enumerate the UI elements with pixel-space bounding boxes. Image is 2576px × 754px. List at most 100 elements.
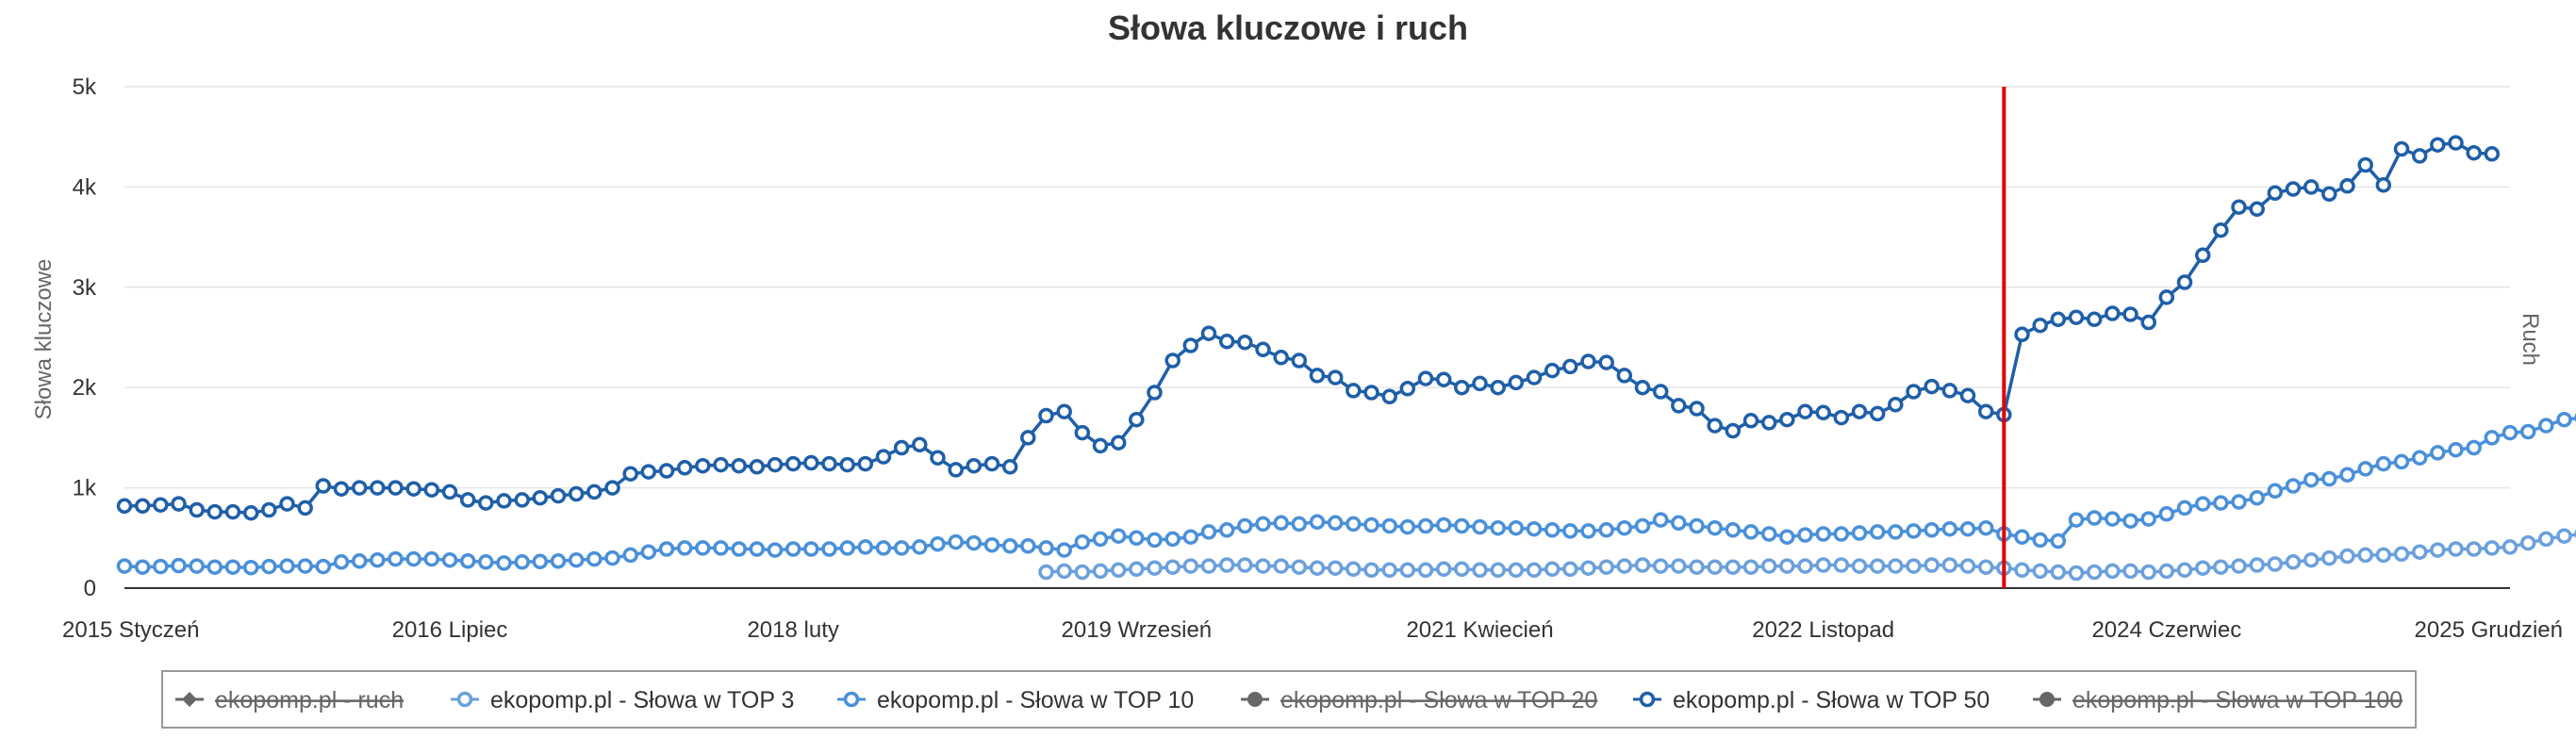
- data-point[interactable]: [1689, 401, 1705, 417]
- data-point[interactable]: [1056, 542, 1072, 558]
- data-point[interactable]: [1129, 411, 1145, 428]
- data-point[interactable]: [2484, 540, 2501, 556]
- data-point[interactable]: [2194, 560, 2211, 576]
- data-point[interactable]: [1435, 561, 1452, 578]
- data-point[interactable]: [2519, 534, 2536, 551]
- data-point[interactable]: [116, 498, 133, 515]
- data-point[interactable]: [116, 558, 133, 574]
- data-point[interactable]: [1888, 524, 1904, 540]
- data-point[interactable]: [1309, 514, 1326, 531]
- data-point[interactable]: [1652, 558, 1669, 574]
- data-point[interactable]: [1544, 561, 1560, 578]
- data-point[interactable]: [2430, 445, 2446, 461]
- data-point[interactable]: [1218, 334, 1235, 350]
- data-point[interactable]: [875, 449, 892, 465]
- data-point[interactable]: [2375, 177, 2392, 193]
- data-point[interactable]: [153, 497, 169, 513]
- data-point[interactable]: [1833, 557, 1850, 573]
- data-point[interactable]: [1580, 353, 1596, 369]
- data-point[interactable]: [1164, 352, 1181, 369]
- data-point[interactable]: [261, 558, 277, 575]
- data-point[interactable]: [1399, 381, 1416, 397]
- data-point[interactable]: [2122, 563, 2138, 580]
- data-point[interactable]: [930, 450, 946, 466]
- data-point[interactable]: [441, 484, 458, 500]
- data-point[interactable]: [2122, 513, 2138, 529]
- data-point[interactable]: [1888, 558, 1904, 574]
- data-point[interactable]: [2411, 148, 2428, 164]
- data-point[interactable]: [134, 498, 151, 515]
- data-point[interactable]: [1544, 362, 1560, 379]
- data-point[interactable]: [1742, 413, 1759, 429]
- data-point[interactable]: [1092, 531, 1109, 548]
- data-point[interactable]: [1598, 354, 1614, 370]
- data-point[interactable]: [189, 558, 205, 574]
- data-point[interactable]: [405, 481, 421, 497]
- data-point[interactable]: [1725, 522, 1742, 538]
- data-point[interactable]: [1924, 378, 1940, 395]
- data-point[interactable]: [2556, 411, 2572, 428]
- data-point[interactable]: [1472, 375, 1488, 392]
- data-point[interactable]: [1941, 383, 1958, 399]
- data-point[interactable]: [2249, 489, 2265, 506]
- data-point[interactable]: [2339, 467, 2355, 484]
- data-point[interactable]: [1129, 530, 1145, 547]
- data-point[interactable]: [604, 549, 620, 566]
- data-point[interactable]: [1020, 430, 1036, 446]
- data-point[interactable]: [1346, 561, 1362, 578]
- data-point[interactable]: [2105, 511, 2121, 527]
- data-point[interactable]: [2484, 146, 2501, 162]
- data-point[interactable]: [1255, 558, 1271, 574]
- data-point[interactable]: [2448, 135, 2464, 151]
- data-point[interactable]: [1147, 560, 1163, 576]
- data-point[interactable]: [496, 493, 512, 509]
- data-point[interactable]: [1381, 562, 1397, 579]
- data-point[interactable]: [1508, 562, 1525, 579]
- data-point[interactable]: [2285, 181, 2302, 197]
- data-point[interactable]: [1598, 522, 1614, 538]
- data-point[interactable]: [2140, 511, 2156, 527]
- data-point[interactable]: [1851, 558, 1868, 574]
- legend-item[interactable]: ekopomp.pl - ruch: [175, 687, 404, 713]
- data-point[interactable]: [893, 439, 910, 456]
- data-point[interactable]: [2086, 564, 2103, 581]
- data-point[interactable]: [1092, 563, 1109, 580]
- data-point[interactable]: [1490, 562, 1506, 579]
- data-point[interactable]: [1363, 385, 1379, 401]
- data-point[interactable]: [2357, 547, 2373, 564]
- data-point[interactable]: [1833, 526, 1850, 542]
- data-point[interactable]: [315, 558, 332, 575]
- data-point[interactable]: [1742, 559, 1759, 575]
- data-point[interactable]: [1001, 459, 1018, 475]
- data-point[interactable]: [2339, 178, 2355, 194]
- data-point[interactable]: [1616, 558, 1633, 574]
- legend-item[interactable]: ekopomp.pl - Słowa w TOP 50: [1633, 687, 1990, 713]
- data-point[interactable]: [568, 485, 585, 502]
- data-point[interactable]: [2357, 461, 2373, 477]
- data-point[interactable]: [1110, 434, 1127, 451]
- data-point[interactable]: [948, 462, 964, 478]
- data-point[interactable]: [2430, 542, 2446, 558]
- data-point[interactable]: [2285, 554, 2302, 570]
- data-point[interactable]: [1291, 559, 1308, 575]
- data-point[interactable]: [171, 557, 187, 574]
- data-point[interactable]: [2502, 424, 2518, 441]
- data-point[interactable]: [1490, 519, 1506, 536]
- data-point[interactable]: [1291, 516, 1308, 533]
- data-point[interactable]: [1833, 409, 1850, 426]
- data-point[interactable]: [441, 551, 458, 568]
- data-point[interactable]: [2466, 541, 2482, 557]
- data-point[interactable]: [1941, 557, 1958, 573]
- data-point[interactable]: [2158, 563, 2175, 580]
- data-point[interactable]: [134, 559, 151, 575]
- data-point[interactable]: [1182, 529, 1199, 545]
- data-point[interactable]: [2014, 562, 2030, 579]
- data-point[interactable]: [2105, 563, 2121, 580]
- data-point[interactable]: [1291, 352, 1308, 369]
- data-point[interactable]: [1760, 526, 1777, 542]
- data-point[interactable]: [2321, 549, 2337, 566]
- data-point[interactable]: [478, 554, 494, 570]
- data-point[interactable]: [1634, 379, 1651, 396]
- data-point[interactable]: [1959, 558, 1976, 574]
- data-point[interactable]: [1255, 516, 1271, 533]
